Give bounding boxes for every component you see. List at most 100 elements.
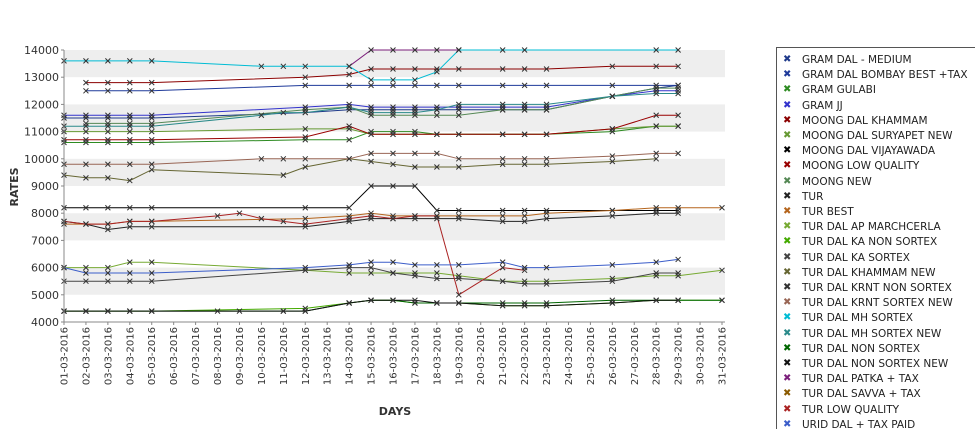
data-point bbox=[368, 264, 374, 271]
data-point bbox=[653, 155, 660, 162]
legend-label: TUR BEST bbox=[802, 206, 854, 218]
data-point bbox=[126, 161, 133, 168]
legend-marker-icon: ✖ bbox=[783, 327, 792, 339]
y-tick-label: 11000 bbox=[24, 126, 59, 139]
data-point bbox=[390, 215, 396, 222]
legend-item: ✖ TUR DAL NON SORTEX bbox=[777, 342, 975, 357]
legend-item: ✖ GRAM DAL BOMBAY BEST +TAX bbox=[777, 68, 975, 83]
data-point bbox=[521, 82, 528, 89]
y-tick-label: 13000 bbox=[24, 71, 59, 84]
data-point bbox=[412, 213, 418, 219]
x-tick-label: 09-03-2016 bbox=[235, 327, 246, 385]
data-point bbox=[126, 58, 133, 64]
data-point bbox=[346, 300, 352, 306]
data-point bbox=[543, 161, 550, 168]
legend-marker-icon: ✖ bbox=[783, 221, 792, 233]
data-point bbox=[675, 256, 681, 263]
data-point bbox=[302, 215, 309, 222]
legend-marker-icon: ✖ bbox=[783, 312, 792, 324]
data-point bbox=[675, 210, 681, 217]
data-point bbox=[521, 47, 528, 53]
data-point bbox=[434, 213, 440, 219]
data-point bbox=[368, 259, 374, 266]
data-point bbox=[412, 47, 418, 53]
data-point bbox=[499, 218, 506, 225]
data-point bbox=[105, 79, 111, 86]
data-point bbox=[368, 150, 374, 157]
legend-item: ✖ GRAM GULABI bbox=[777, 83, 975, 98]
data-point bbox=[521, 101, 528, 108]
data-point bbox=[148, 136, 155, 143]
data-point bbox=[148, 87, 155, 94]
data-point bbox=[521, 218, 528, 225]
legend-label: URID DAL + TAX PAID bbox=[802, 418, 916, 429]
data-point bbox=[499, 155, 506, 162]
legend-item: ✖ MOONG DAL SURYAPET NEW bbox=[777, 129, 975, 144]
data-point bbox=[346, 204, 352, 211]
data-point bbox=[302, 82, 309, 89]
legend-marker-icon: ✖ bbox=[783, 69, 792, 81]
data-point bbox=[390, 270, 396, 276]
data-point bbox=[609, 300, 616, 306]
x-tick-label: 26-03-2016 bbox=[608, 327, 619, 385]
legend-label: MOONG DAL KHAMMAM bbox=[802, 114, 928, 127]
data-point bbox=[434, 275, 440, 282]
data-point bbox=[412, 272, 418, 279]
data-point bbox=[434, 150, 440, 157]
legend-item: ✖ URID DAL + TAX PAID bbox=[777, 418, 975, 429]
data-point bbox=[675, 112, 681, 119]
data-point bbox=[83, 308, 89, 314]
data-point bbox=[609, 213, 616, 219]
x-tick-label: 30-03-2016 bbox=[696, 327, 707, 385]
data-point bbox=[126, 123, 133, 130]
data-point bbox=[390, 131, 396, 138]
data-point bbox=[126, 218, 133, 225]
data-point bbox=[412, 109, 418, 116]
data-point bbox=[346, 82, 352, 89]
legend-label: GRAM JJ bbox=[802, 99, 843, 112]
data-point bbox=[499, 259, 506, 266]
data-point bbox=[653, 123, 660, 130]
x-tick-label: 14-03-2016 bbox=[345, 327, 356, 385]
data-point bbox=[455, 291, 462, 298]
data-point bbox=[499, 264, 506, 271]
data-point bbox=[609, 278, 616, 285]
data-point bbox=[390, 150, 396, 157]
data-point bbox=[675, 123, 681, 130]
data-point bbox=[653, 150, 660, 157]
legend-item: ✖ MOONG LOW QUALITY bbox=[777, 159, 975, 174]
data-point bbox=[412, 77, 418, 83]
x-tick-label: 06-03-2016 bbox=[169, 327, 180, 385]
data-point bbox=[521, 281, 528, 287]
data-point bbox=[346, 155, 352, 162]
data-point bbox=[543, 281, 550, 287]
y-tick-label: 6000 bbox=[31, 262, 59, 275]
data-point bbox=[609, 93, 616, 100]
legend-marker-icon: ✖ bbox=[783, 282, 792, 293]
legend-label: MOONG LOW QUALITY bbox=[802, 160, 920, 173]
legend-label: TUR DAL SAVVA + TAX bbox=[802, 388, 921, 401]
x-tick-label: 25-03-2016 bbox=[586, 327, 597, 385]
data-point bbox=[280, 308, 287, 314]
x-tick-label: 29-03-2016 bbox=[674, 327, 685, 385]
data-point bbox=[148, 218, 155, 225]
legend-marker-icon: ✖ bbox=[783, 418, 792, 429]
data-point bbox=[346, 123, 352, 130]
series-line bbox=[64, 185, 679, 211]
series-line bbox=[64, 49, 679, 81]
series-line bbox=[64, 93, 679, 127]
data-point bbox=[105, 87, 111, 94]
y-axis-ticks: 4000 5000 6000 7000 8000 9000 10000 11000 12000 1… bbox=[24, 44, 64, 329]
data-point bbox=[368, 158, 374, 165]
legend-item: ✖ GRAM JJ bbox=[777, 99, 975, 114]
data-point bbox=[521, 213, 528, 219]
data-point bbox=[126, 112, 133, 119]
data-point bbox=[609, 126, 616, 132]
data-point bbox=[412, 164, 418, 170]
series-line bbox=[63, 212, 679, 231]
legend-item: ✖ TUR DAL MH SORTEX NEW bbox=[777, 327, 975, 342]
data-point bbox=[302, 308, 309, 314]
x-tick-label: 21-03-2016 bbox=[498, 327, 509, 385]
data-point bbox=[83, 174, 89, 181]
data-point bbox=[455, 300, 462, 306]
